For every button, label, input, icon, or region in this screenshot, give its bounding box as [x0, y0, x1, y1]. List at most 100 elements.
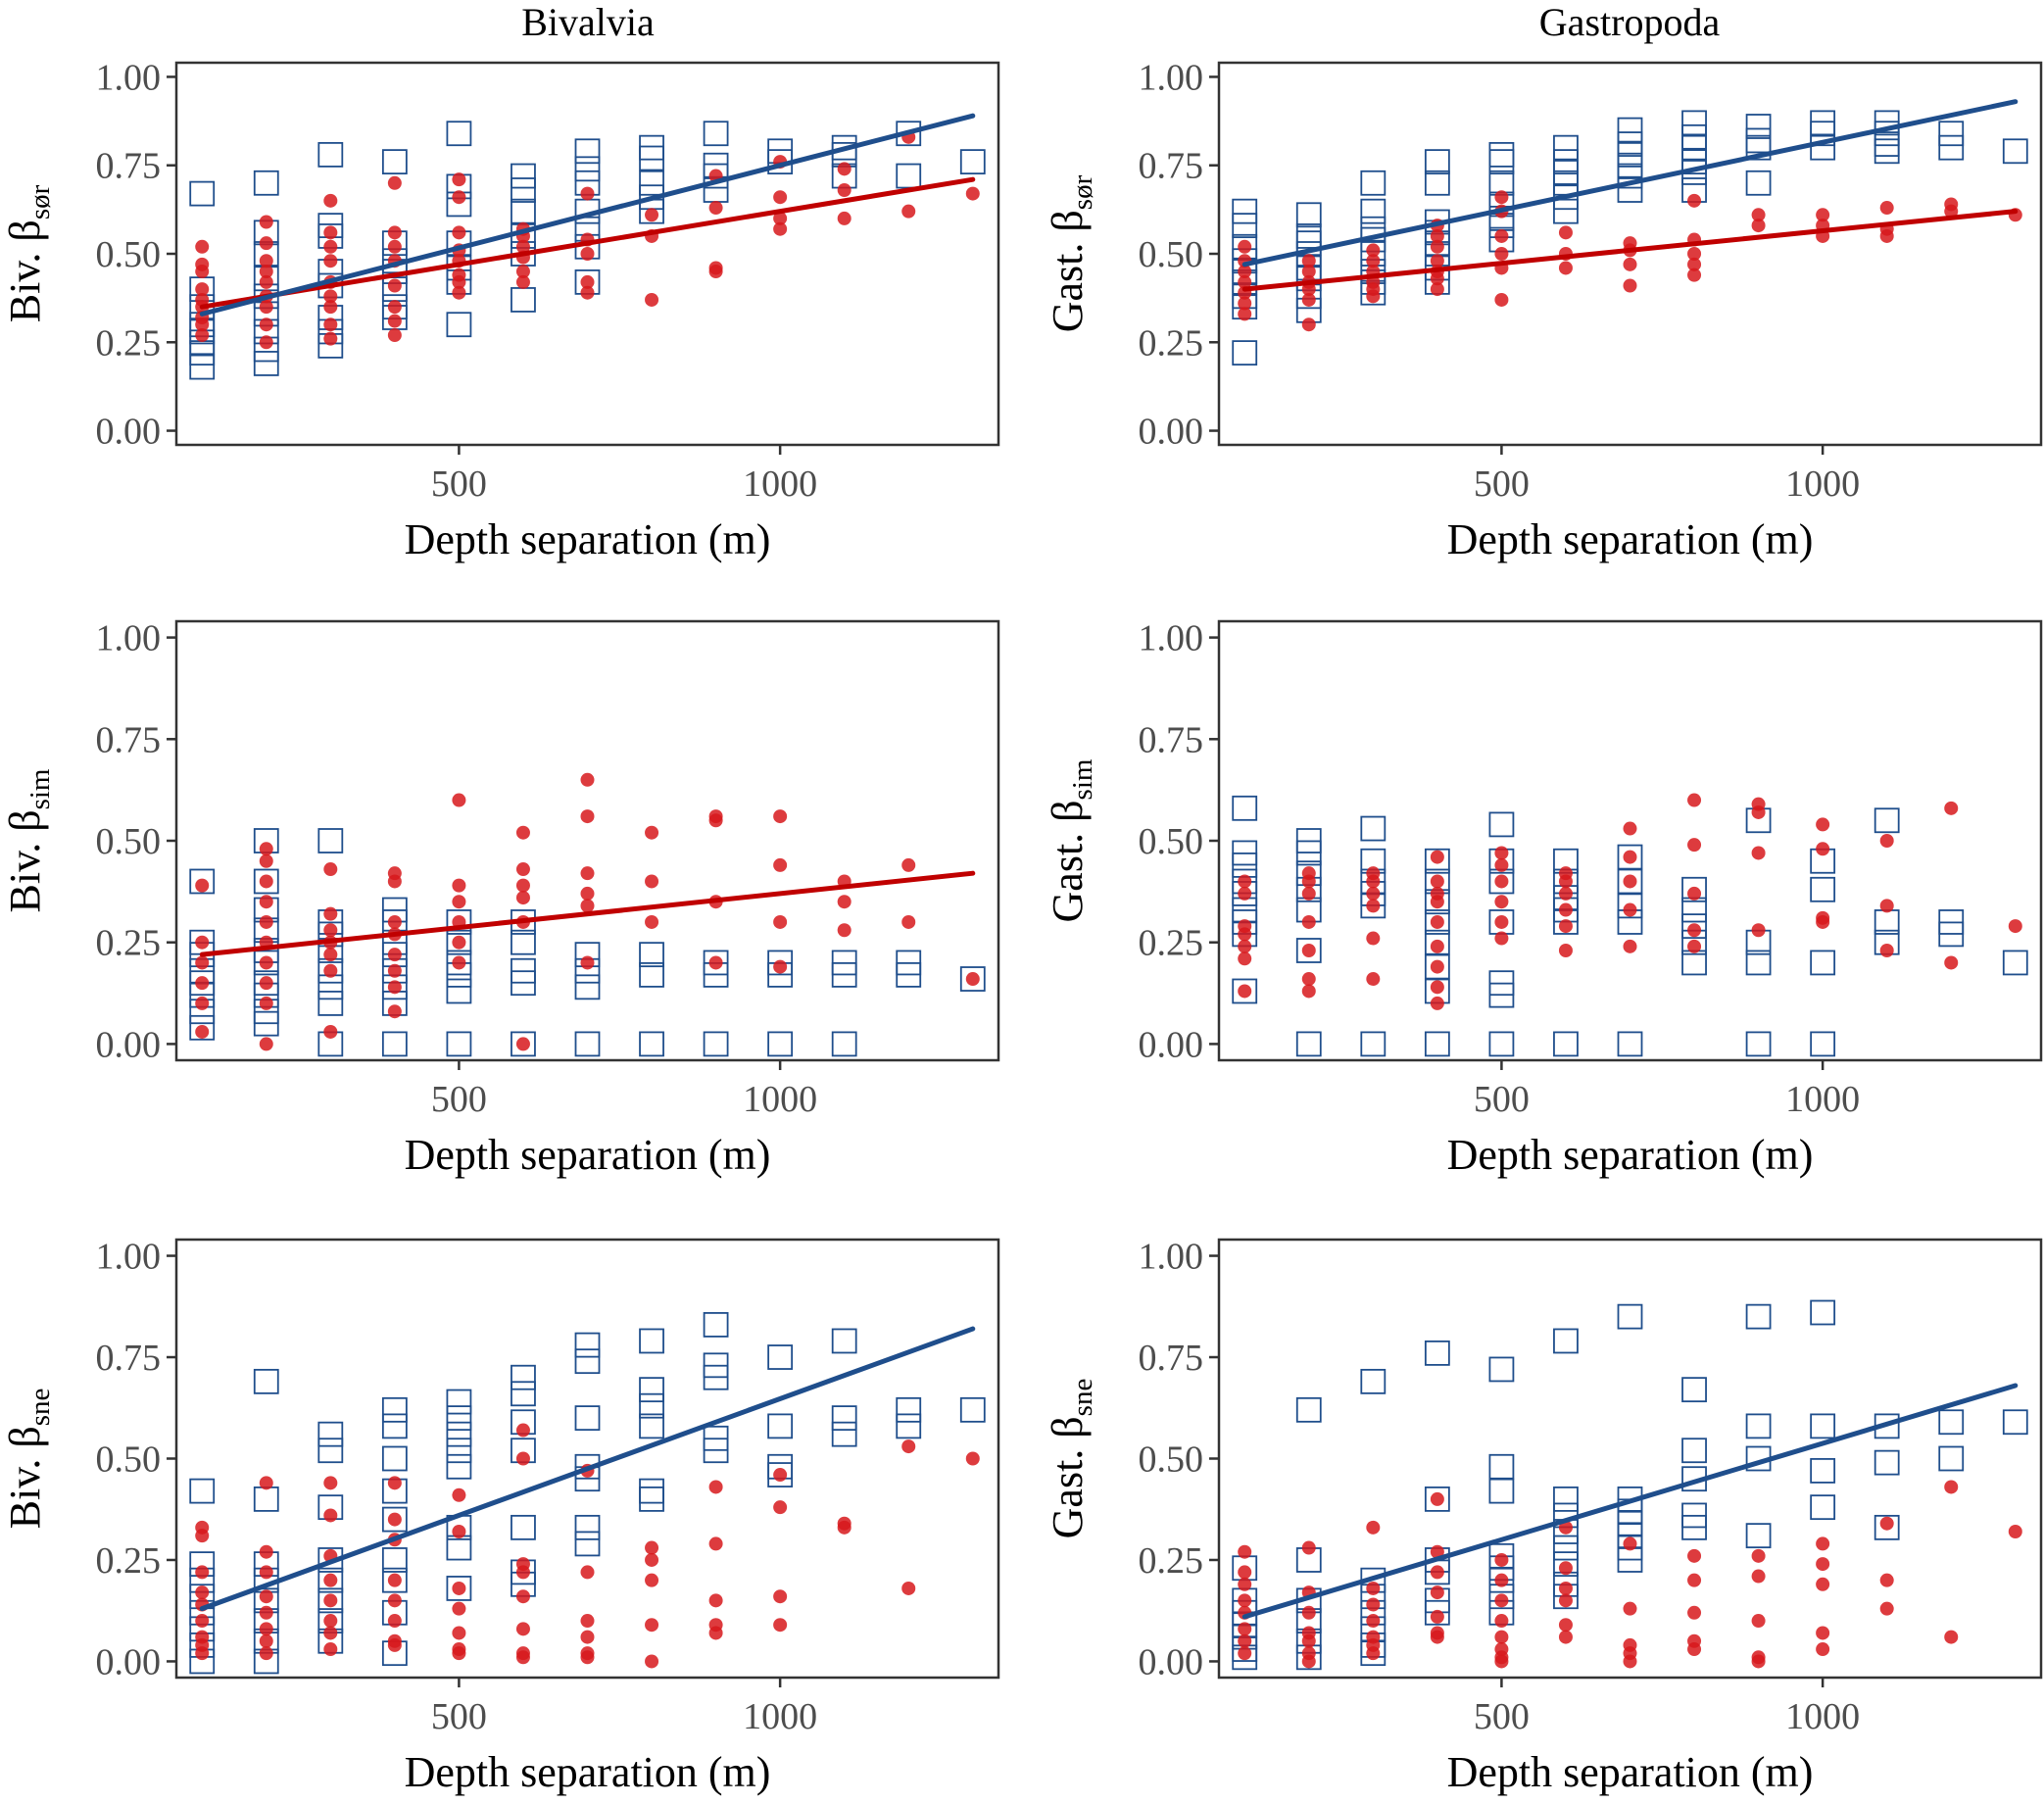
y-axis-title: Biv. βsne [1, 1389, 56, 1530]
y-axis-title: Biv. βsør [1, 184, 56, 322]
null-square-point [639, 961, 664, 988]
observed-dot-point [965, 186, 980, 201]
null-square-point [511, 1381, 536, 1407]
null-square-point [253, 1486, 279, 1512]
observed-dot-point [1494, 931, 1509, 946]
null-square-point [381, 149, 408, 175]
observed-dot-point [1301, 874, 1316, 889]
null-square-point [446, 1453, 472, 1480]
null-square-point [189, 1478, 216, 1504]
null-square-point [1681, 1377, 1707, 1403]
null-square-point [1232, 340, 1258, 366]
null-square-point [1295, 202, 1322, 228]
null-square-point [253, 950, 279, 976]
null-square-point [1810, 1458, 1836, 1484]
observed-dot-point [259, 853, 273, 868]
observed-dot-point [195, 1614, 210, 1629]
null-square-point [317, 991, 344, 1016]
y-axis-title-subscript: sne [1067, 1379, 1098, 1417]
observed-dot-point [259, 874, 273, 889]
null-square-point [317, 1438, 344, 1464]
y-axis-title: Biv. βsim [1, 768, 56, 912]
observed-dot-point [1301, 317, 1316, 332]
observed-dot-point [580, 866, 595, 881]
null-square-point [1360, 198, 1387, 224]
observed-dot-point [323, 300, 338, 315]
observed-dot-point [1687, 1605, 1702, 1620]
observed-dot-point [1558, 1593, 1573, 1608]
null-square-point [446, 121, 472, 147]
observed-dot-point [1238, 927, 1252, 942]
observed-dot-point [1751, 208, 1766, 222]
observed-dot-point [259, 976, 273, 991]
null-square-point [2002, 138, 2028, 165]
column-title-bivalvia: Bivalvia [521, 0, 655, 44]
observed-dot-point [1494, 1654, 1509, 1669]
observed-dot-point [1366, 899, 1381, 913]
null-square-point [446, 1405, 472, 1432]
y-tick-label: 0.25 [1139, 322, 1204, 364]
observed-dot-point [1751, 219, 1766, 233]
null-square-point [381, 1396, 408, 1423]
observed-dot-point [1430, 1585, 1444, 1600]
observed-dot-point [323, 1593, 338, 1608]
null-square-point [1360, 1031, 1387, 1057]
observed-dot-point [452, 190, 466, 205]
column-title-gastropoda: Gastropoda [1539, 0, 1721, 44]
observed-dot-point [1687, 923, 1702, 938]
plot-frame [174, 1238, 1000, 1680]
observed-dot-point [387, 1004, 402, 1019]
observed-dot-point [1558, 919, 1573, 934]
observed-dot-point [901, 1439, 916, 1454]
observed-dot-point [387, 278, 402, 293]
null-square-point [1488, 1453, 1515, 1480]
null-square-point [1360, 1368, 1387, 1394]
observed-dot-point [1238, 265, 1252, 279]
observed-dot-point [645, 1552, 659, 1567]
observed-dot-point [1944, 801, 1959, 815]
null-square-point [703, 1031, 729, 1057]
null-square-point [1488, 1356, 1515, 1383]
observed-dot-point [1301, 292, 1316, 307]
null-square-point [511, 929, 536, 955]
y-axis-title-main: Biv. β [1, 219, 49, 322]
observed-dot-point [1623, 1536, 1637, 1551]
null-square-point [574, 1332, 601, 1358]
observed-dot-point [1301, 1605, 1316, 1620]
observed-dot-point [387, 1573, 402, 1587]
panel-grid: 0.00 0.25 0.50 0.75 1.00 500 1000 Depth separat… [1, 57, 2043, 1796]
observed-dot-point [1366, 1614, 1381, 1629]
null-square-point [189, 180, 216, 207]
observed-dot-point [901, 914, 916, 929]
observed-dot-point [837, 1520, 852, 1535]
observed-dot-point [387, 328, 402, 343]
null-square-point [189, 340, 216, 366]
observed-dot-point [259, 1633, 273, 1648]
y-tick-label: 0.50 [1139, 821, 1204, 862]
observed-dot-point [1944, 1630, 1959, 1644]
observed-dot-point [1238, 239, 1252, 254]
observed-dot-point [515, 878, 530, 893]
x-tick-label: 1000 [1785, 1696, 1860, 1737]
null-square-point [574, 156, 601, 182]
observed-dot-point [515, 862, 530, 877]
null-square-point [959, 1396, 986, 1423]
null-square-point [189, 868, 216, 895]
null-square-point [1617, 1303, 1643, 1330]
observed-dot-point [708, 1593, 723, 1608]
observed-dot-point [1494, 1630, 1509, 1644]
y-tick-label: 0.50 [1139, 1439, 1204, 1481]
null-square-point [1810, 1299, 1836, 1326]
observed-dot-point [323, 1642, 338, 1657]
null-square-point [1295, 840, 1322, 866]
observed-dot-point [1301, 972, 1316, 987]
observed-dot-point [1430, 239, 1444, 254]
observed-dot-point [387, 225, 402, 240]
observed-dot-point [1751, 1654, 1766, 1669]
observed-dot-point [1494, 1614, 1509, 1629]
observed-dot-point [452, 172, 466, 187]
observed-dot-point [323, 317, 338, 332]
fit-line-observed [1241, 209, 2019, 292]
x-axis-title: Depth separation (m) [1447, 1748, 1814, 1796]
null-square-point [1488, 141, 1515, 168]
